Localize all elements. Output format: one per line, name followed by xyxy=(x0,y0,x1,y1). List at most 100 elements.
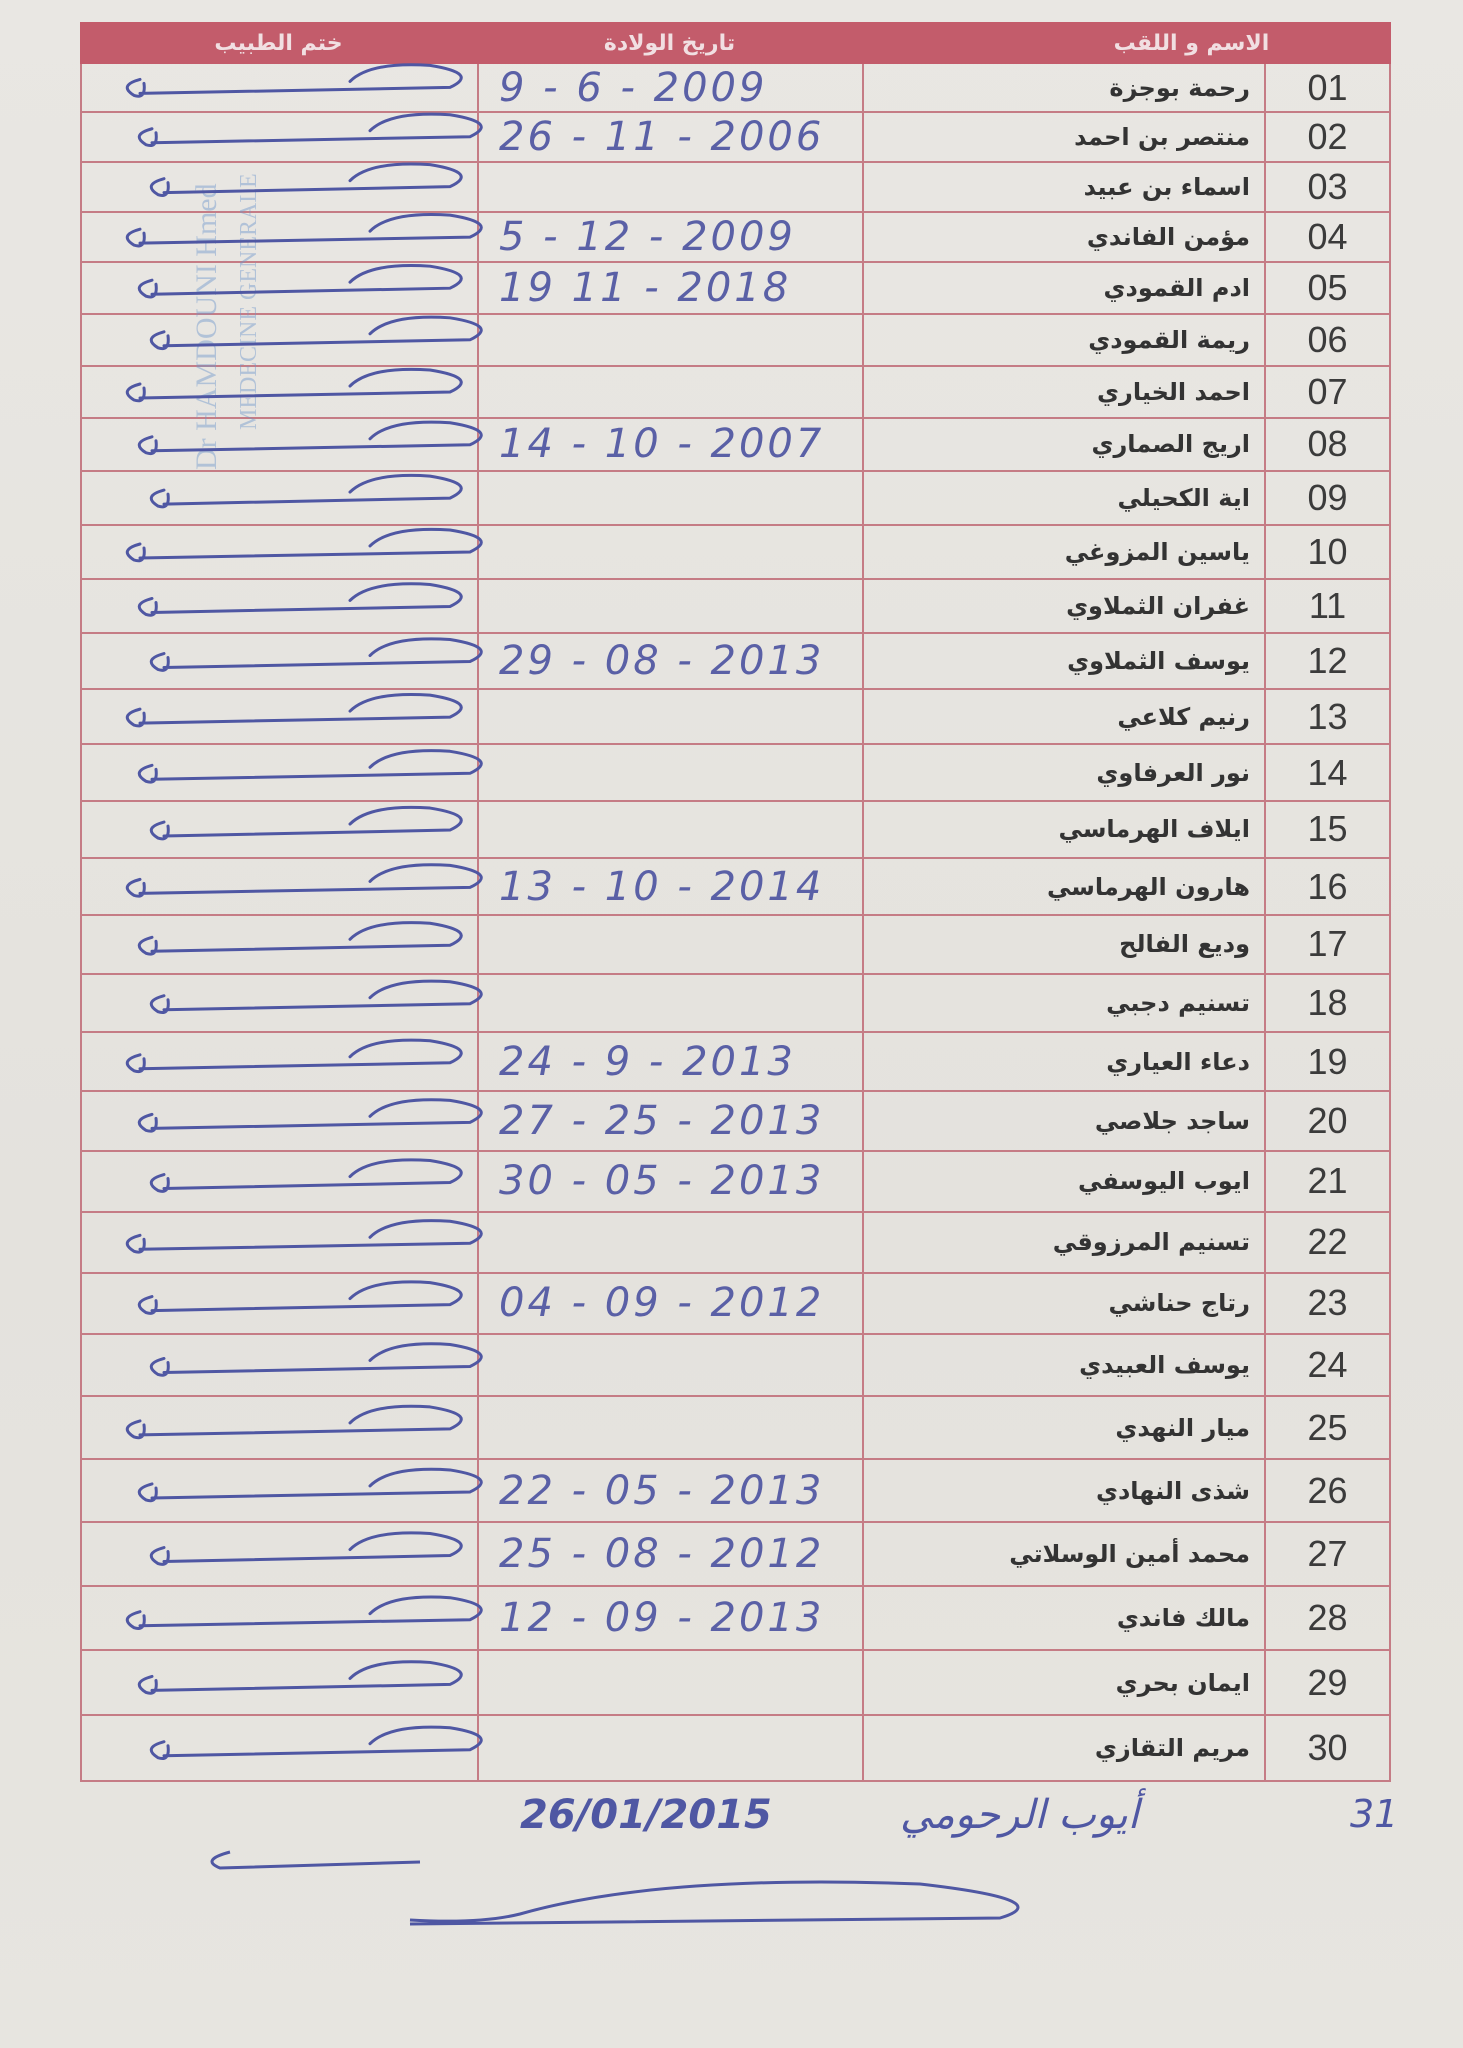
number-cell: 09 xyxy=(1264,471,1391,524)
table-row: 19 11 - 2018 ادم القمودي 05 xyxy=(80,263,1391,315)
table-row: تسنيم المرزوقي 22 xyxy=(80,1212,1391,1274)
stamp-cell xyxy=(80,1033,477,1091)
name-cell: رنيم كلاعي xyxy=(862,689,1264,744)
stamp-cell xyxy=(80,314,477,365)
header-name-column: الاسم و اللقب xyxy=(862,22,1391,64)
number-cell: 08 xyxy=(1264,418,1391,470)
table-row: 14 - 10 - 2007 اريج الصماري 08 xyxy=(80,418,1391,472)
dob-cell xyxy=(477,1335,862,1396)
name-cell: ياسين المزوغي xyxy=(862,525,1264,578)
stamp-cell xyxy=(80,525,477,578)
dob-cell xyxy=(477,745,862,800)
header-stamp-column: ختم الطبيب xyxy=(80,22,477,64)
dob-cell xyxy=(477,689,862,744)
footer-name: أيوب الرحومي xyxy=(900,1792,1139,1838)
name-cell: ساجد جلاصي xyxy=(862,1092,1264,1151)
number-cell: 25 xyxy=(1264,1397,1391,1458)
footer-number: 31 xyxy=(1350,1792,1399,1836)
table-row: نور العرفاوي 14 xyxy=(80,745,1391,802)
name-cell: ريمة القمودي xyxy=(862,314,1264,365)
dob-cell: 27 - 25 - 2013 xyxy=(477,1092,862,1151)
name-cell: رحمة بوجزة xyxy=(862,64,1264,111)
dob-cell: 04 - 09 - 2012 xyxy=(477,1273,862,1334)
table-row: 30 - 05 - 2013 ايوب اليوسفي 21 xyxy=(80,1152,1391,1213)
number-cell: 22 xyxy=(1264,1212,1391,1272)
name-cell: مالك فاندي xyxy=(862,1587,1264,1650)
stamp-cell xyxy=(80,212,477,262)
name-cell: يوسف العبيدي xyxy=(862,1335,1264,1396)
stamp-cell xyxy=(80,579,477,633)
number-cell: 26 xyxy=(1264,1460,1391,1522)
table-row: ياسين المزوغي 10 xyxy=(80,525,1391,580)
table-row: 27 - 25 - 2013 ساجد جلاصي 20 xyxy=(80,1092,1391,1153)
dob-cell: 19 11 - 2018 xyxy=(477,263,862,313)
dob-cell xyxy=(477,1212,862,1272)
name-cell: محمد أمين الوسلاتي xyxy=(862,1523,1264,1586)
table-row: تسنيم دجبي 18 xyxy=(80,974,1391,1034)
stamp-cell xyxy=(80,471,477,524)
dob-cell: 13 - 10 - 2014 xyxy=(477,858,862,915)
name-cell: اريج الصماري xyxy=(862,418,1264,470)
footer-signature xyxy=(210,1850,1020,1926)
number-cell: 11 xyxy=(1264,579,1391,633)
dob-cell: 12 - 09 - 2013 xyxy=(477,1587,862,1650)
table-row: احمد الخياري 07 xyxy=(80,366,1391,419)
table-row: 24 - 9 - 2013 دعاء العياري 19 xyxy=(80,1033,1391,1093)
dob-cell: 5 - 12 - 2009 xyxy=(477,212,862,262)
stamp-cell xyxy=(80,1335,477,1396)
table-row: 12 - 09 - 2013 مالك فاندي 28 xyxy=(80,1587,1391,1652)
stamp-cell xyxy=(80,64,477,111)
name-cell: ميار النهدي xyxy=(862,1397,1264,1458)
name-cell: منتصر بن احمد xyxy=(862,113,1264,161)
dob-cell xyxy=(477,471,862,524)
stamp-cell xyxy=(80,1152,477,1211)
stamp-cell xyxy=(80,1460,477,1522)
table-row: 29 - 08 - 2013 يوسف الثملاوي 12 xyxy=(80,634,1391,690)
name-cell: هارون الهرماسي xyxy=(862,858,1264,915)
stamp-cell xyxy=(80,1651,477,1715)
table-row: اية الكحيلي 09 xyxy=(80,471,1391,526)
number-cell: 03 xyxy=(1264,162,1391,211)
dob-cell xyxy=(477,162,862,211)
number-cell: 06 xyxy=(1264,314,1391,365)
name-cell: اية الكحيلي xyxy=(862,471,1264,524)
dob-cell: 9 - 6 - 2009 xyxy=(477,64,862,111)
name-cell: يوسف الثملاوي xyxy=(862,634,1264,688)
dob-cell xyxy=(477,1716,862,1780)
dob-cell: 22 - 05 - 2013 xyxy=(477,1460,862,1522)
name-cell: شذى النهادي xyxy=(862,1460,1264,1522)
name-cell: ادم القمودي xyxy=(862,263,1264,313)
name-cell: تسنيم المرزوقي xyxy=(862,1212,1264,1272)
number-cell: 12 xyxy=(1264,634,1391,688)
number-cell: 20 xyxy=(1264,1092,1391,1151)
dob-cell xyxy=(477,314,862,365)
name-cell: رتاج حناشي xyxy=(862,1273,1264,1334)
stamp-cell xyxy=(80,263,477,313)
header-dob-column: تاريخ الولادة xyxy=(477,22,862,64)
number-cell: 05 xyxy=(1264,263,1391,313)
stamp-cell xyxy=(80,1092,477,1151)
number-cell: 07 xyxy=(1264,366,1391,417)
number-cell: 01 xyxy=(1264,64,1391,111)
stamp-cell xyxy=(80,745,477,800)
number-cell: 18 xyxy=(1264,974,1391,1032)
table-row: 13 - 10 - 2014 هارون الهرماسي 16 xyxy=(80,858,1391,917)
number-cell: 24 xyxy=(1264,1335,1391,1396)
number-cell: 28 xyxy=(1264,1587,1391,1650)
stamp-cell xyxy=(80,974,477,1032)
table-row: 9 - 6 - 2009 رحمة بوجزة 01 xyxy=(80,64,1391,113)
name-cell: نور العرفاوي xyxy=(862,745,1264,800)
stamp-cell xyxy=(80,1523,477,1586)
stamp-cell xyxy=(80,1587,477,1650)
number-cell: 19 xyxy=(1264,1033,1391,1091)
number-cell: 15 xyxy=(1264,801,1391,857)
stamp-cell xyxy=(80,366,477,417)
table-row: 5 - 12 - 2009 مؤمن الفاندي 04 xyxy=(80,212,1391,264)
name-cell: مريم التقازي xyxy=(862,1716,1264,1780)
table-row: 26 - 11 - 2006 منتصر بن احمد 02 xyxy=(80,113,1391,163)
stamp-cell xyxy=(80,634,477,688)
number-cell: 10 xyxy=(1264,525,1391,578)
name-cell: ايلاف الهرماسي xyxy=(862,801,1264,857)
stamp-cell xyxy=(80,1716,477,1780)
table-row: 22 - 05 - 2013 شذى النهادي 26 xyxy=(80,1460,1391,1524)
